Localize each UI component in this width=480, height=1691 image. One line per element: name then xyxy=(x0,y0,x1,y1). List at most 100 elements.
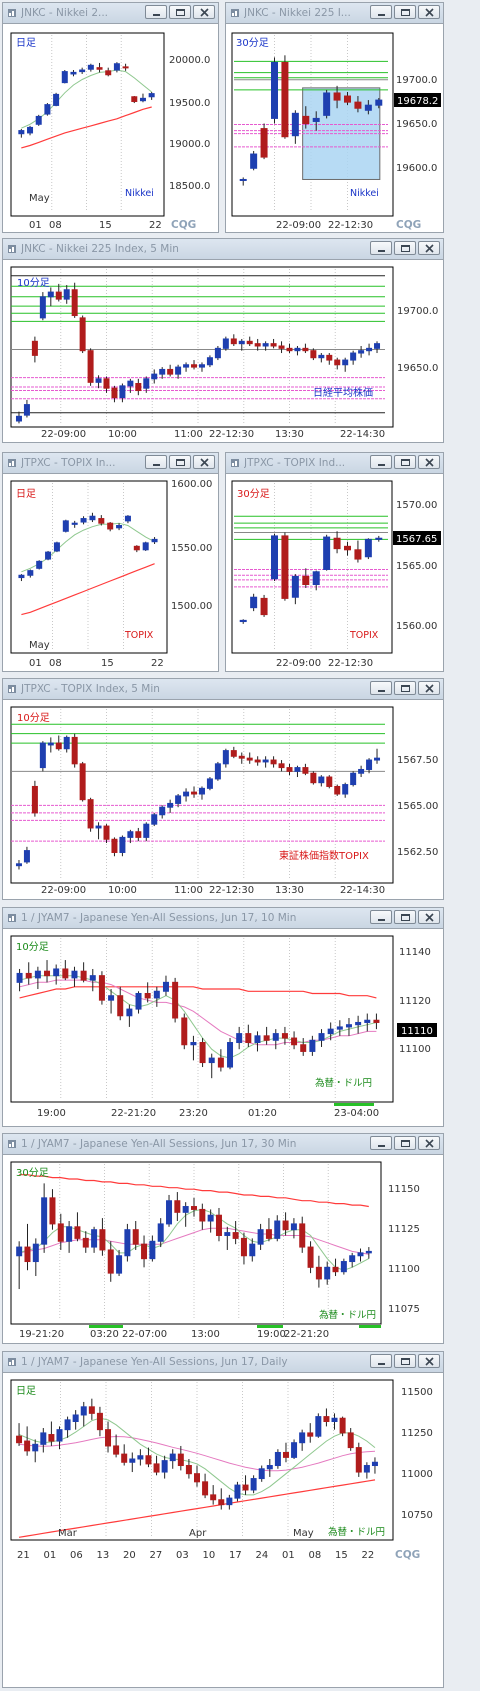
candle-body xyxy=(350,772,357,786)
candle xyxy=(363,1462,370,1479)
grid-layer xyxy=(52,483,124,649)
minimize-button[interactable] xyxy=(370,455,392,469)
close-button[interactable] xyxy=(418,241,440,255)
maximize-button[interactable] xyxy=(394,910,416,924)
chart-canvas[interactable]: 30分足 為替・ドル円 11150 11125 11100 11075 19-2… xyxy=(3,1154,443,1343)
chart-window-topix-5min[interactable]: JTPXC - TOPIX Index, 5 Min 10分足 東証株価指数TO… xyxy=(2,678,444,900)
close-button[interactable] xyxy=(418,1136,440,1150)
close-button[interactable] xyxy=(418,681,440,695)
chart-canvas[interactable]: 日足 TOPIX 1600.00 1550.00 1500.00 May 01 … xyxy=(3,473,218,671)
chart-canvas[interactable]: 日足 Nikkei 20000.0 19500.0 19000.0 18500.… xyxy=(3,23,218,232)
candle xyxy=(166,1194,173,1227)
window-titlebar[interactable]: JNKC - Nikkei 225 Index, 5 Min xyxy=(3,239,443,260)
minimize-button[interactable] xyxy=(370,241,392,255)
candle xyxy=(135,378,142,396)
candle-body xyxy=(175,795,182,804)
window-titlebar[interactable]: 1 / JYAM7 - Japanese Yen-All Sessions, J… xyxy=(3,1134,443,1155)
chart-window-topix-30min[interactable]: JTPXC - TOPIX Ind... 30分足 TOPIX 1570.00 … xyxy=(225,452,444,672)
minimize-button[interactable] xyxy=(370,1136,392,1150)
window-titlebar[interactable]: JTPXC - TOPIX In... xyxy=(3,453,218,474)
chart-window-yen-daily[interactable]: 1 / JYAM7 - Japanese Yen-All Sessions, J… xyxy=(2,1351,444,1688)
close-button[interactable] xyxy=(193,455,215,469)
close-button[interactable] xyxy=(418,5,440,19)
candle xyxy=(61,70,68,84)
candle-body xyxy=(364,1019,371,1023)
candle xyxy=(39,741,46,772)
candle-body xyxy=(32,1243,39,1263)
x-tick: 22-07:00 xyxy=(122,1329,167,1340)
candle xyxy=(181,1013,188,1050)
minimize-button[interactable] xyxy=(370,681,392,695)
candle xyxy=(40,1428,47,1453)
chart-canvas[interactable]: 10分足 為替・ドル円 11140 11120 11100 11110 19:0… xyxy=(3,928,443,1126)
maximize-button[interactable] xyxy=(394,5,416,19)
minimize-button[interactable] xyxy=(145,5,167,19)
minimize-button[interactable] xyxy=(370,910,392,924)
maximize-button[interactable] xyxy=(169,455,191,469)
chart-window-topix-daily[interactable]: JTPXC - TOPIX In... 日足 TOPIX 1600.00 155… xyxy=(2,452,219,672)
y-tick: 1600.00 xyxy=(171,479,212,490)
chart-canvas[interactable]: 日足 為替・ドル円 11500 11250 11000 10750 Mar Ap… xyxy=(3,1372,443,1687)
close-button[interactable] xyxy=(418,910,440,924)
maximize-button[interactable] xyxy=(394,455,416,469)
candle-body xyxy=(62,520,69,532)
candle xyxy=(53,541,60,553)
candle-body xyxy=(116,1255,123,1274)
window-titlebar[interactable]: 1 / JYAM7 - Japanese Yen-All Sessions, J… xyxy=(3,1352,443,1373)
candle xyxy=(143,376,150,393)
window-titlebar[interactable]: JTPXC - TOPIX Ind... xyxy=(226,453,443,474)
minimize-button[interactable] xyxy=(370,5,392,19)
maximize-button[interactable] xyxy=(394,681,416,695)
candle-body xyxy=(31,785,38,814)
chart-window-nikkei-daily[interactable]: JNKC - Nikkei 2... 日足 Nikkei 20000.0 195… xyxy=(2,2,219,233)
minimize-button[interactable] xyxy=(370,1354,392,1368)
window-titlebar[interactable]: JNKC - Nikkei 225 I... xyxy=(226,3,443,24)
chart-canvas[interactable]: 10分足 東証株価指数TOPIX 1567.50 1565.00 1562.50… xyxy=(3,699,443,899)
window-titlebar[interactable]: 1 / JYAM7 - Japanese Yen-All Sessions, J… xyxy=(3,908,443,929)
maximize-button[interactable] xyxy=(169,5,191,19)
last-price-box xyxy=(397,1023,437,1037)
chart-window-yen-10min[interactable]: 1 / JYAM7 - Japanese Yen-All Sessions, J… xyxy=(2,907,444,1127)
ma-layer xyxy=(21,522,155,616)
chart-canvas[interactable]: 30分足 TOPIX 1570.00 1565.00 1560.00 1567.… xyxy=(226,473,443,671)
candle-body xyxy=(63,736,70,750)
candle-body xyxy=(149,1240,156,1260)
candle-body xyxy=(236,1033,243,1044)
candle xyxy=(96,1406,103,1437)
candle-body xyxy=(345,1024,352,1028)
candle xyxy=(222,336,229,351)
last-price-box xyxy=(394,93,441,107)
chart-canvas[interactable]: 30分足 Nikkei 19700.0 19650.0 19600.0 1967… xyxy=(226,23,443,232)
maximize-button[interactable] xyxy=(394,1136,416,1150)
minimize-button[interactable] xyxy=(145,455,167,469)
candle xyxy=(127,829,134,844)
candle-body xyxy=(107,1249,114,1274)
candle xyxy=(151,537,158,545)
chart-window-yen-30min[interactable]: 1 / JYAM7 - Japanese Yen-All Sessions, J… xyxy=(2,1133,444,1344)
candle xyxy=(291,1031,298,1050)
chart-canvas[interactable]: 10分足 日経平均株価 19700.0 19650.0 22-09:00 10:… xyxy=(3,259,443,442)
close-button[interactable] xyxy=(418,455,440,469)
maximize-button[interactable] xyxy=(394,1354,416,1368)
chart-window-nikkei-30min[interactable]: JNKC - Nikkei 225 I... 30分足 Nikkei 19700… xyxy=(225,2,444,233)
window-titlebar[interactable]: JTPXC - TOPIX Index, 5 Min xyxy=(3,679,443,700)
candle-body xyxy=(80,970,87,981)
y-tick: 11100 xyxy=(399,1044,431,1055)
close-button[interactable] xyxy=(418,1354,440,1368)
candle-body xyxy=(23,850,30,863)
candle xyxy=(64,1416,71,1438)
chart-window-nikkei-5min[interactable]: JNKC - Nikkei 225 Index, 5 Min 10分足 日経平均… xyxy=(2,238,444,443)
moving-average-line xyxy=(21,522,155,573)
candle-body xyxy=(157,1223,164,1242)
maximize-button[interactable] xyxy=(394,241,416,255)
candle xyxy=(71,282,78,318)
window-titlebar[interactable]: JNKC - Nikkei 2... xyxy=(3,3,218,24)
candle-body xyxy=(61,71,68,84)
close-button[interactable] xyxy=(193,5,215,19)
candle xyxy=(332,1258,339,1277)
candle-body xyxy=(310,350,317,359)
x-tick: 27 xyxy=(150,1550,163,1561)
candle-body xyxy=(144,992,151,999)
candle xyxy=(366,758,373,774)
x-tick: 19-21:20 xyxy=(19,1329,64,1340)
